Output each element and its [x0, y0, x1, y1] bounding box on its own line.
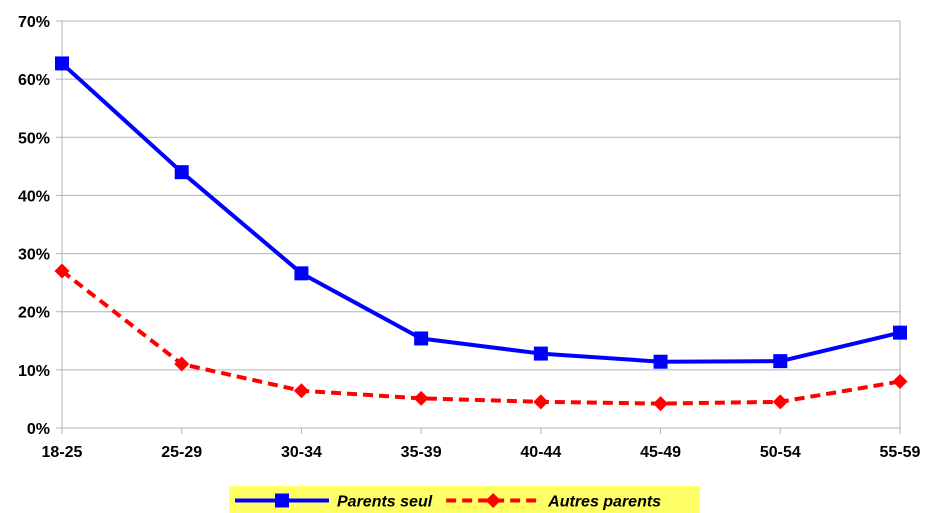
x-tick-label: 35-39	[401, 444, 442, 461]
legend: Parents seul Autres parents	[229, 486, 700, 513]
data-point-autres-parents	[892, 373, 908, 389]
data-point-autres-parents	[653, 396, 669, 412]
y-tick-label: 40%	[18, 188, 50, 205]
y-tick-label: 20%	[18, 305, 50, 322]
x-tick-label: 30-34	[281, 444, 322, 461]
x-tick-label: 55-59	[880, 444, 921, 461]
data-point-autres-parents	[533, 394, 549, 410]
data-point-autres-parents	[413, 390, 429, 406]
x-tick-label: 40-44	[520, 444, 561, 461]
legend-label-parents-seul: Parents seul	[337, 494, 433, 511]
series-line-parents-seul	[60, 61, 901, 364]
series-line-autres-parents	[60, 269, 901, 406]
data-point-parents-seul	[533, 346, 548, 361]
series-parents-seul	[55, 56, 907, 369]
y-tick-label: 70%	[18, 14, 50, 31]
series-autres-parents	[54, 263, 908, 412]
x-tick-label: 45-49	[640, 444, 681, 461]
data-point-parents-seul	[55, 56, 69, 71]
axes	[56, 20, 901, 434]
y-tick-label: 60%	[18, 72, 50, 89]
data-point-parents-seul	[893, 325, 907, 340]
y-tick-label: 0%	[27, 421, 50, 438]
y-axis-tick-labels: 0% 10% 20% 30% 40% 50% 60% 70%	[18, 14, 50, 438]
x-tick-label: 18-25	[42, 444, 83, 461]
y-tick-label: 10%	[18, 363, 50, 380]
x-tick-label: 50-54	[760, 444, 801, 461]
legend-label-autres-parents: Autres parents	[547, 494, 661, 511]
data-point-autres-parents	[174, 356, 190, 372]
x-tick-label: 25-29	[161, 444, 202, 461]
data-point-parents-seul	[414, 331, 429, 346]
legend-marker-autres-parents	[485, 493, 501, 508]
data-point-autres-parents	[293, 383, 309, 399]
data-point-parents-seul	[653, 354, 668, 369]
data-point-parents-seul	[294, 266, 309, 281]
data-point-parents-seul	[773, 354, 788, 369]
data-point-parents-seul	[174, 165, 189, 180]
data-point-autres-parents	[54, 263, 70, 279]
gridlines	[62, 20, 900, 371]
data-point-autres-parents	[772, 394, 788, 410]
series-group	[54, 56, 908, 412]
legend-marker-parents-seul	[275, 493, 289, 508]
y-tick-label: 30%	[18, 247, 50, 264]
x-axis-tick-labels: 18-25 25-29 30-34 35-39 40-44 45-49 50-54 55-59	[42, 444, 921, 461]
y-tick-label: 50%	[18, 130, 50, 147]
